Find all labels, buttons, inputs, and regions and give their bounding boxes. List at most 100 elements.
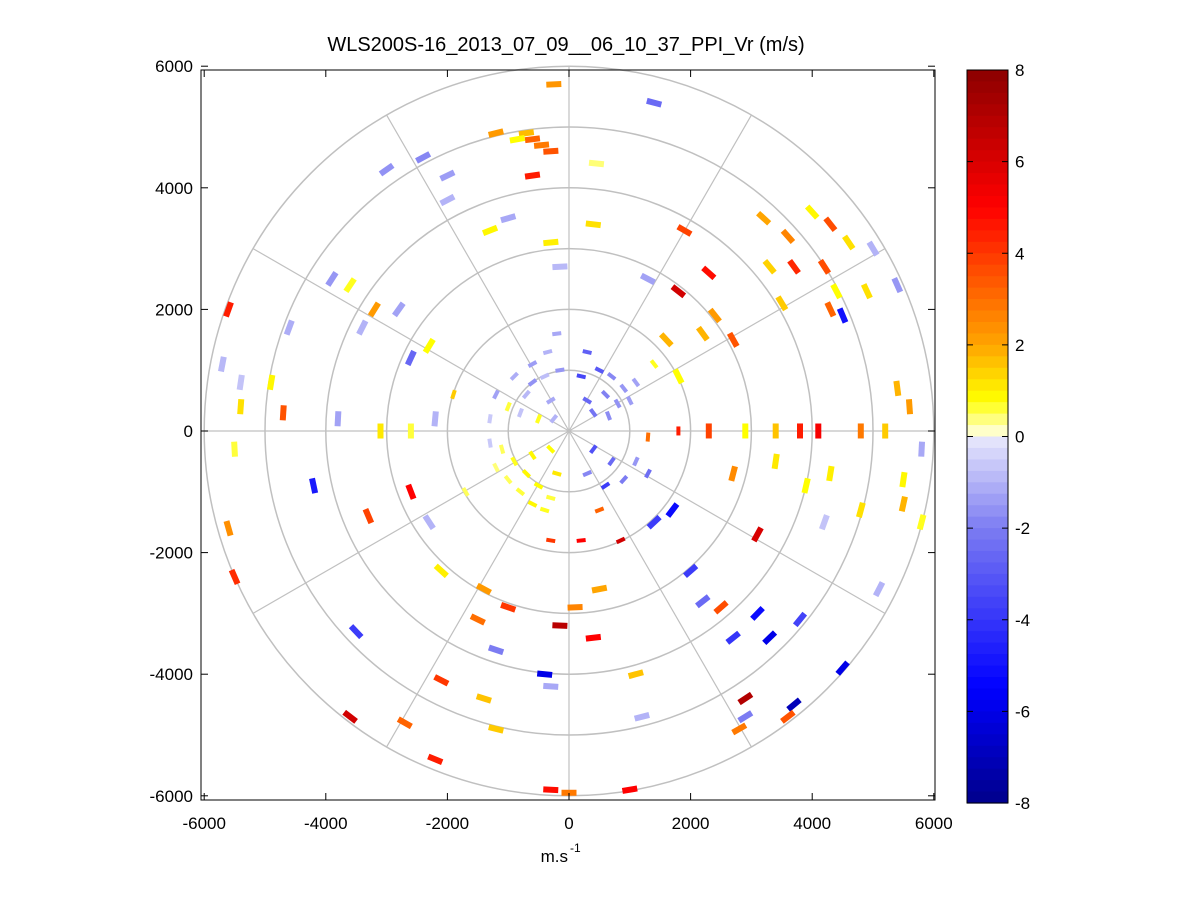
velocity-cell (576, 537, 586, 543)
velocity-cell (475, 693, 492, 704)
colorbar-swatch (967, 356, 1008, 369)
colorbar-tick-label: 0 (1015, 428, 1024, 447)
velocity-cell (582, 469, 593, 478)
spoke-150 (252, 248, 570, 432)
velocity-cell (475, 582, 492, 596)
colorbar-swatch (967, 768, 1008, 781)
velocity-cell (619, 474, 629, 485)
colorbar-swatch (967, 757, 1008, 770)
colorbar-swatch (967, 791, 1008, 804)
colorbar-swatch (967, 585, 1008, 598)
velocity-cell (415, 151, 432, 164)
colorbar-swatches (967, 70, 1008, 804)
colorbar-swatch (967, 551, 1008, 564)
colorbar-swatch (967, 528, 1008, 541)
velocity-cell (872, 581, 886, 598)
colorbar-swatch (967, 333, 1008, 346)
velocity-cell (705, 423, 712, 439)
velocity-cell (576, 373, 587, 380)
y-tick-label: -6000 (150, 787, 193, 806)
spoke-120 (386, 114, 570, 432)
velocity-cell (905, 399, 914, 415)
colorbar-tick-label: -4 (1015, 611, 1030, 630)
velocity-cell (860, 283, 873, 300)
velocity-cell (582, 349, 592, 355)
velocity-cell (422, 514, 436, 531)
velocity-cell (439, 169, 456, 182)
colorbar-swatch (967, 299, 1008, 312)
velocity-cell (223, 520, 234, 537)
velocity-cell (762, 630, 778, 646)
velocity-cell (605, 410, 612, 421)
velocity-cell (551, 470, 562, 477)
velocity-cell (309, 477, 319, 494)
colorbar-swatch (967, 596, 1008, 609)
velocity-cell (539, 372, 550, 380)
velocity-cell (266, 374, 276, 391)
velocity-cell (804, 204, 820, 220)
velocity-cell (377, 423, 384, 439)
velocity-cell (815, 423, 822, 439)
colorbar-tick-label: -8 (1015, 794, 1030, 813)
velocity-cell (830, 283, 843, 300)
colorbar-swatch (967, 184, 1008, 197)
colorbar-swatch (967, 367, 1008, 380)
x-axis-label: m.s -1 (541, 841, 581, 866)
velocity-cell (487, 414, 493, 424)
velocity-cell (510, 456, 519, 467)
spoke-300 (568, 430, 752, 748)
velocity-cell (606, 371, 617, 381)
velocity-cell (279, 405, 287, 421)
colorbar-tick-label: 2 (1015, 336, 1024, 355)
velocity-cell (481, 224, 499, 236)
velocity-cell (543, 786, 559, 794)
velocity-cell (646, 97, 663, 108)
velocity-cell (439, 193, 456, 207)
velocity-cell (362, 507, 375, 525)
velocity-cell (725, 630, 741, 645)
velocity-cell (615, 536, 626, 545)
spoke-330 (568, 430, 886, 614)
velocity-cell (498, 444, 506, 455)
velocity-cell (492, 389, 500, 400)
velocity-cell (582, 396, 593, 405)
colorbar-tick-label: 4 (1015, 244, 1024, 263)
velocity-cell (223, 301, 234, 318)
velocity-cell (644, 468, 652, 479)
velocity-cell (695, 594, 711, 609)
colorbar-swatch (967, 379, 1008, 392)
colorbar-swatch (967, 115, 1008, 128)
velocity-cell (750, 605, 765, 621)
velocity-cell (367, 301, 381, 318)
colorbar-swatch (967, 631, 1008, 644)
velocity-cell (600, 389, 611, 400)
colorbar-swatch (967, 722, 1008, 735)
velocity-cell (356, 319, 369, 336)
velocity-cell (742, 423, 749, 439)
velocity-cell (567, 604, 583, 611)
colorbar-ticks: 8 6 4 2 0 -2 -4 -6 -8 (967, 61, 1030, 813)
colorbar-swatch (967, 608, 1008, 621)
velocity-cell (646, 514, 662, 530)
colorbar-swatch (967, 92, 1008, 105)
velocity-cell (786, 697, 802, 712)
velocity-cell (819, 514, 830, 531)
velocity-cell (549, 414, 559, 424)
velocity-cell (392, 301, 406, 318)
velocity-cell (676, 224, 693, 237)
colorbar-swatch (967, 207, 1008, 220)
velocity-cell (231, 441, 238, 457)
x-tick-label: 0 (564, 814, 573, 833)
velocity-cell (801, 477, 811, 494)
colorbar-swatch (967, 573, 1008, 586)
velocity-cell (561, 789, 577, 796)
velocity-cell (649, 359, 659, 369)
colorbar-swatch (967, 482, 1008, 495)
velocity-cell (236, 374, 245, 391)
velocity-cell (627, 669, 644, 680)
velocity-cell (594, 506, 605, 514)
velocity-cell (713, 600, 729, 615)
x-tick-label: -4000 (304, 814, 347, 833)
velocity-cell (658, 332, 674, 348)
velocity-cell (545, 537, 556, 544)
